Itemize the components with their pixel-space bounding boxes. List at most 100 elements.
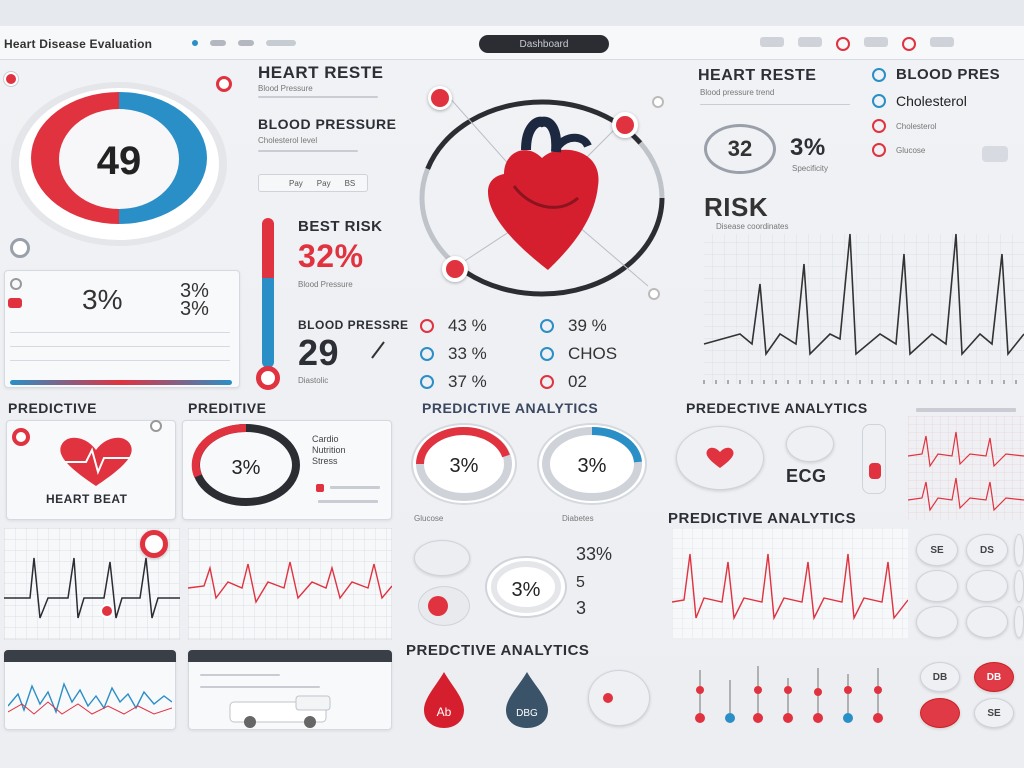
node-dot-icon[interactable] (428, 86, 452, 110)
mini-chart-header (188, 650, 392, 662)
status-icon (316, 484, 324, 492)
control-button[interactable] (966, 606, 1008, 638)
center-stats-grid: 43 % 39 % 33 % CHOS 37 % 02 (420, 316, 670, 392)
record-icon[interactable] (902, 37, 916, 51)
marker-dot-icon (100, 604, 114, 618)
control-button[interactable] (1014, 534, 1024, 566)
donut-chart: 3% (191, 424, 300, 506)
risk-label: BEST RISK (298, 218, 383, 235)
toggle-icon[interactable] (10, 238, 30, 258)
heart-beat-label: HEART BEAT (46, 492, 128, 506)
stat-item: 02 (540, 372, 670, 392)
ecg-label: ECG (786, 466, 827, 486)
slider-handle-icon[interactable] (256, 366, 280, 390)
node-dot-icon[interactable] (612, 112, 638, 138)
stat-item: 33 % (420, 344, 540, 364)
mini-value-b: 3% (180, 280, 209, 302)
control-button[interactable] (916, 570, 958, 602)
donut-label: Glucose (414, 514, 444, 523)
legend-item: Cholesterol (872, 119, 1000, 133)
control-button[interactable]: SE (916, 534, 958, 566)
record-icon[interactable] (140, 530, 168, 558)
menu-icon[interactable] (210, 40, 226, 46)
control-button[interactable] (1014, 606, 1024, 638)
control-button[interactable] (1014, 570, 1024, 602)
legend-item: Cholesterol (872, 93, 1000, 109)
heart-icon (60, 437, 132, 486)
control-button[interactable]: DS (966, 534, 1008, 566)
bp-title: BLOOD PRESSURE (258, 116, 397, 132)
svg-text:3%: 3% (450, 455, 479, 477)
node-dot-icon[interactable] (652, 96, 664, 108)
vertical-level-bar (262, 218, 274, 368)
risk-chart-subtitle: Disease coordinates (716, 222, 789, 231)
window-control-icon[interactable] (864, 37, 888, 47)
water-drop-icon: DBG (506, 672, 548, 728)
menu-icon[interactable] (266, 40, 296, 46)
ring-icon (540, 375, 554, 389)
node-dot-icon[interactable] (442, 256, 468, 282)
divider (700, 104, 850, 105)
legend-icon (872, 143, 886, 157)
menu-icon[interactable] (238, 40, 254, 46)
control-button[interactable]: SE (974, 698, 1014, 728)
app-title: Heart Disease Evaluation (4, 37, 153, 51)
blood-drop-icon: Ab (424, 672, 464, 728)
control-button[interactable]: DB (974, 662, 1014, 692)
divider (916, 408, 1016, 412)
divider (10, 332, 230, 333)
slider-label: BS (344, 178, 356, 188)
ring-icon (420, 347, 434, 361)
slider-label: Pay (289, 178, 303, 188)
legend-icon (872, 67, 886, 82)
ring-icon (420, 375, 434, 389)
tab-dashboard[interactable]: Dashboard (479, 35, 609, 53)
svg-text:DBG: DBG (516, 708, 538, 719)
legend-item: Glucose (872, 143, 1000, 157)
section-title: PREDECTIVE ANALYTICS (686, 400, 868, 416)
control-button[interactable] (916, 606, 958, 638)
main-gauge: 49 (11, 82, 227, 246)
record-icon[interactable] (836, 37, 850, 51)
risk-chart-title: RISK (704, 192, 769, 222)
mini-value-a: 3% (82, 284, 123, 315)
risk-sub: Blood Pressure (298, 280, 353, 289)
ecg-chart (188, 528, 392, 640)
settings-button[interactable] (786, 426, 834, 462)
window-control-icon[interactable] (760, 37, 784, 47)
right-value-b-sub: Specificity (792, 164, 829, 173)
bp-value: 29 (298, 332, 340, 373)
heart-monitor-button[interactable] (676, 426, 764, 490)
chevron-icon (371, 341, 385, 359)
ring-icon (420, 319, 434, 333)
record-icon[interactable] (216, 76, 232, 92)
divider (200, 686, 320, 688)
info-icon[interactable] (150, 420, 162, 432)
status-dot-icon (192, 40, 198, 46)
slider-control[interactable]: Pay Pay BS (258, 174, 368, 192)
legend-item: BLOOD PRES (872, 66, 1000, 83)
window-control-icon[interactable] (930, 37, 954, 47)
control-button[interactable] (920, 698, 960, 728)
bottom-stat: 33% (576, 544, 613, 564)
control-button[interactable] (588, 670, 650, 726)
divider (318, 500, 378, 503)
vertical-toggle[interactable] (862, 424, 886, 494)
toggle-switch[interactable] (982, 146, 1008, 162)
control-button[interactable]: DB (920, 662, 960, 692)
risk-value: 32% (298, 238, 364, 274)
toolbar-icons (192, 40, 296, 46)
divider (10, 346, 230, 347)
right-title: HEART RESTE (698, 67, 817, 84)
record-icon[interactable] (12, 428, 30, 446)
ecg-chart (672, 528, 908, 638)
bp-sub: Diastolic (298, 376, 329, 385)
control-button[interactable] (966, 570, 1008, 602)
window-control-icon[interactable] (798, 37, 822, 47)
settings-button[interactable] (414, 540, 470, 576)
bp-subtitle: Cholesterol level (258, 136, 318, 145)
legend-icon (872, 94, 886, 108)
donut-card-text: Cardio Nutrition Stress (312, 434, 346, 466)
node-dot-icon[interactable] (648, 288, 660, 300)
divider (200, 674, 280, 676)
